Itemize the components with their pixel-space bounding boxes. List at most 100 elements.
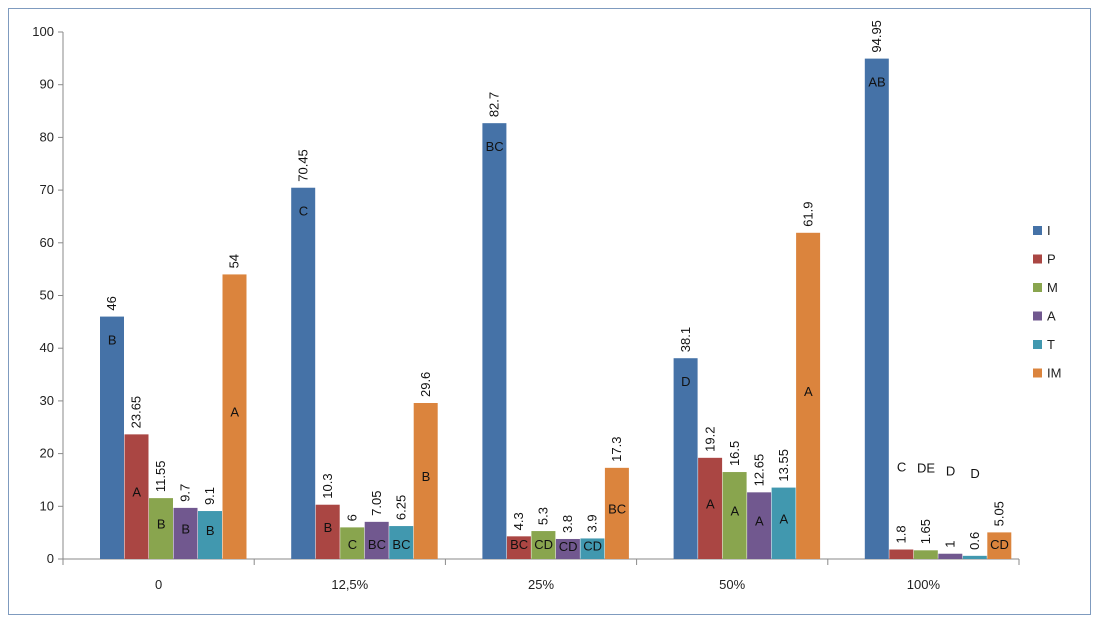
x-tick-label: 0 [155, 577, 162, 592]
group-letter-label: C [299, 204, 308, 219]
legend-label: IM [1047, 366, 1061, 381]
bar-p-2 [506, 536, 531, 559]
bar-t-2 [580, 538, 605, 559]
bar-m-1 [340, 527, 365, 559]
value-label: 46 [104, 296, 119, 310]
bar-im-3 [796, 232, 821, 560]
group-letter-label: C [897, 460, 906, 475]
x-tick-label: 25% [528, 577, 554, 592]
y-tick-label: 60 [40, 235, 54, 250]
group-letter-label: CD [559, 539, 578, 554]
group-letter-label: A [755, 514, 764, 529]
value-label: 13.55 [776, 449, 791, 482]
y-tick-label: 80 [40, 129, 54, 144]
group-letter-label: CD [534, 537, 553, 552]
value-label: 0.6 [967, 532, 982, 550]
y-tick-label: 10 [40, 498, 54, 513]
legend-swatch-p [1033, 254, 1042, 264]
value-label: 82.7 [487, 92, 502, 117]
y-tick-label: 100 [32, 24, 54, 39]
value-label: 5.05 [992, 501, 1007, 526]
group-letter-label: CD [583, 538, 602, 553]
bar-im-4 [987, 532, 1012, 559]
legend-label: P [1047, 252, 1056, 267]
bar-a-0 [173, 507, 198, 559]
x-tick-label: 100% [907, 577, 941, 592]
value-label: 16.5 [727, 441, 742, 466]
bar-im-2 [604, 467, 629, 559]
legend-swatch-a [1033, 311, 1042, 321]
y-tick-label: 40 [40, 340, 54, 355]
value-label: 6 [344, 514, 359, 521]
legend-swatch-m [1033, 283, 1042, 292]
bar-m-4 [913, 550, 938, 559]
value-label: 17.3 [609, 437, 624, 462]
legend-swatch-t [1033, 340, 1042, 349]
y-tick-label: 0 [47, 551, 54, 566]
y-tick-label: 70 [40, 182, 54, 197]
group-letter-label: CD [990, 537, 1009, 552]
group-letter-label: A [731, 504, 740, 519]
bar-a-3 [747, 492, 772, 559]
group-letter-label: D [681, 374, 690, 389]
value-label: 94.95 [869, 20, 884, 53]
y-tick-label: 20 [40, 446, 54, 461]
value-label: 7.05 [369, 491, 384, 516]
group-letter-label: B [422, 469, 431, 484]
group-letter-label: A [230, 405, 239, 420]
bar-i-4 [864, 58, 889, 560]
group-letter-label: AB [868, 75, 885, 90]
bar-a-4 [938, 553, 963, 559]
bar-m-3 [722, 472, 747, 559]
bar-m-2 [531, 531, 556, 559]
legend-swatch-i [1033, 226, 1042, 235]
bar-m-0 [149, 498, 173, 559]
value-label: 54 [227, 254, 242, 268]
value-label: 4.3 [511, 512, 526, 530]
y-tick-label: 30 [40, 393, 54, 408]
bar-t-0 [198, 511, 222, 559]
value-label: 29.6 [418, 372, 433, 397]
value-label: 12.65 [751, 454, 766, 487]
bar-a-2 [555, 538, 580, 559]
group-letter-label: BC [392, 537, 410, 552]
chart-frame: 0 10 20 30 40 50 60 70 80 90 100 0 12,5% 25% 50% 100% … [8, 8, 1091, 615]
value-label: 3.8 [560, 515, 575, 533]
group-letter-label: B [157, 517, 166, 532]
group-letter-label: A [780, 511, 789, 526]
value-label: 11.55 [153, 461, 168, 493]
value-label: 9.7 [178, 484, 193, 502]
value-label: 1 [943, 540, 958, 547]
bar-i-3 [673, 358, 698, 559]
bar-t-4 [962, 555, 987, 559]
group-letter-label: A [132, 485, 141, 500]
bar-t-1 [389, 526, 414, 559]
bar-im-1 [413, 403, 438, 559]
value-label: 70.45 [295, 149, 310, 182]
bar-a-1 [364, 521, 389, 559]
group-letter-label: B [206, 523, 215, 538]
value-label: 10.3 [320, 473, 335, 498]
x-tick-label: 50% [719, 577, 745, 592]
group-letter-label: BC [608, 501, 626, 516]
bar-t-3 [771, 487, 796, 559]
legend-label: I [1047, 223, 1051, 238]
bars [100, 58, 1012, 560]
value-label: 38.1 [678, 327, 693, 352]
value-label: 1.8 [894, 525, 909, 543]
value-label: 1.65 [918, 519, 933, 544]
value-label: 23.65 [129, 396, 144, 429]
bar-p-3 [698, 457, 723, 559]
group-letter-label: A [804, 384, 813, 399]
legend-label: A [1047, 309, 1056, 324]
group-letter-label: A [706, 496, 715, 511]
value-label: 61.9 [800, 201, 815, 226]
group-letter-label: D [970, 466, 979, 481]
value-label: 3.9 [585, 514, 600, 532]
y-tick-label: 90 [40, 77, 54, 92]
value-label: 19.2 [702, 427, 717, 452]
y-axis: 0 10 20 30 40 50 60 70 80 90 100 [32, 24, 64, 566]
x-axis: 0 12,5% 25% 50% 100% [62, 558, 1020, 592]
